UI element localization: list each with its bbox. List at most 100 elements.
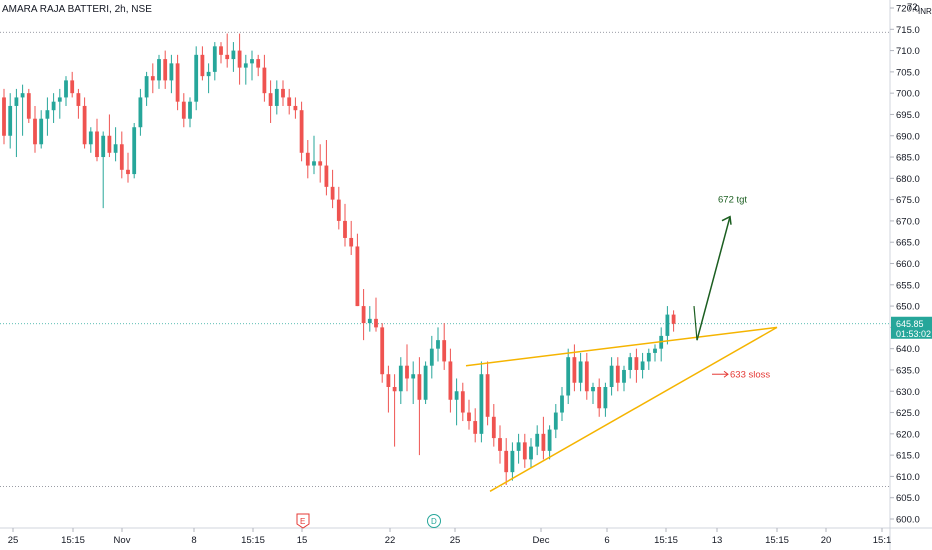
dividend-marker[interactable]: D	[427, 514, 441, 528]
candle	[516, 433, 521, 464]
candle	[181, 93, 186, 128]
candle	[107, 114, 112, 158]
wedge-lower-trendline[interactable]	[489, 326, 778, 492]
candle-body	[529, 446, 533, 460]
candle	[578, 352, 583, 392]
candle-body	[671, 314, 676, 324]
candle-body	[14, 97, 19, 106]
candle	[45, 97, 50, 136]
time-axis[interactable]: E D 25 15:15 Nov 8 15:15 15 22 25 Dec 6 15:15 13 15:15…	[0, 513, 932, 546]
last-price-label: 645.85	[896, 319, 924, 329]
price-axis[interactable]: 600.0 605.0 610.0 615.0 620.0 625.0 630.0 635.0…	[889, 0, 932, 550]
price-tick-label: 690.0	[896, 131, 920, 142]
candle-body	[510, 450, 515, 473]
candle	[522, 433, 527, 468]
candle-body	[491, 416, 496, 439]
candle-body	[504, 450, 509, 473]
time-tick-label: 8	[191, 535, 196, 546]
candle	[566, 348, 571, 405]
candle	[392, 374, 397, 447]
sloss-annotation[interactable]: 633 sloss	[730, 370, 770, 381]
time-tick-label: 25	[8, 535, 19, 546]
time-tick-label: 20	[821, 535, 832, 546]
candle-body	[355, 246, 360, 307]
candle	[535, 425, 540, 456]
candle	[584, 352, 589, 400]
candle-body	[150, 76, 155, 81]
candle-body	[498, 438, 502, 451]
candle	[411, 361, 416, 405]
candle-body	[336, 199, 341, 221]
candle-body	[200, 54, 205, 77]
candle-body	[274, 88, 279, 106]
candle	[541, 416, 546, 460]
candle	[609, 357, 614, 396]
candle	[26, 88, 31, 123]
candle	[243, 54, 248, 85]
candle-body	[57, 97, 62, 102]
candle-body	[485, 374, 490, 417]
candle	[150, 63, 155, 94]
candle-body	[405, 365, 409, 379]
candle-body	[473, 421, 478, 434]
grid-layer	[0, 31, 890, 488]
wedge-upper-trendline[interactable]	[465, 326, 778, 367]
candle-body	[398, 365, 403, 392]
candle-body	[212, 46, 217, 72]
candle	[206, 63, 211, 94]
candle-body	[665, 314, 670, 336]
candle-body	[188, 101, 192, 119]
candle-body	[206, 71, 211, 77]
candle-body	[250, 59, 254, 64]
candle	[529, 438, 533, 468]
candle-body	[64, 80, 68, 98]
candle-body	[603, 386, 608, 409]
earnings-marker[interactable]: E	[296, 513, 310, 529]
time-tick-label: 15:15	[61, 535, 85, 546]
candle	[634, 348, 639, 383]
candle-body	[299, 110, 304, 153]
chart-title: AMARA RAJA BATTERI, 2h, NSE	[2, 4, 152, 15]
candle	[485, 361, 490, 426]
target-annotation[interactable]: 672 tgt	[718, 195, 747, 206]
candle-body	[349, 237, 354, 247]
candle	[671, 310, 676, 332]
candle-body	[591, 386, 595, 392]
candle-body	[119, 144, 124, 170]
price-tick-label: 670.0	[896, 216, 920, 227]
earnings-marker-shape	[296, 513, 310, 529]
candle-body	[237, 50, 242, 68]
candle-body	[634, 357, 639, 370]
price-tick-label: 705.0	[896, 67, 920, 78]
candle-body	[374, 318, 378, 328]
price-tick-label: 655.0	[896, 280, 920, 291]
candle	[305, 140, 310, 179]
candle	[479, 361, 484, 443]
candle-body	[324, 165, 329, 187]
candle	[293, 97, 298, 119]
price-tick-label: 685.0	[896, 153, 920, 164]
price-tick-label: 630.0	[896, 387, 920, 398]
candle-body	[256, 59, 261, 68]
candle-body	[560, 395, 564, 413]
candle-body	[262, 67, 267, 94]
candle	[119, 131, 124, 179]
candle-body	[107, 135, 112, 153]
candle	[622, 365, 626, 392]
candle	[76, 88, 81, 119]
candle-body	[88, 131, 93, 145]
time-tick-label: 15:15	[765, 535, 789, 546]
candle-body	[429, 348, 434, 366]
target-arrow-line[interactable]	[696, 216, 731, 341]
candle	[250, 50, 254, 81]
candle	[591, 382, 595, 405]
candle-body	[312, 161, 316, 166]
candle	[467, 399, 471, 430]
price-tick-label: 695.0	[896, 110, 920, 121]
drawings-layer[interactable]: 672 tgt 633 sloss	[465, 195, 778, 492]
time-tick-label: 13	[712, 535, 723, 546]
candle	[336, 186, 341, 230]
price-tick-label: 605.0	[896, 493, 920, 504]
candle-body	[597, 386, 602, 409]
